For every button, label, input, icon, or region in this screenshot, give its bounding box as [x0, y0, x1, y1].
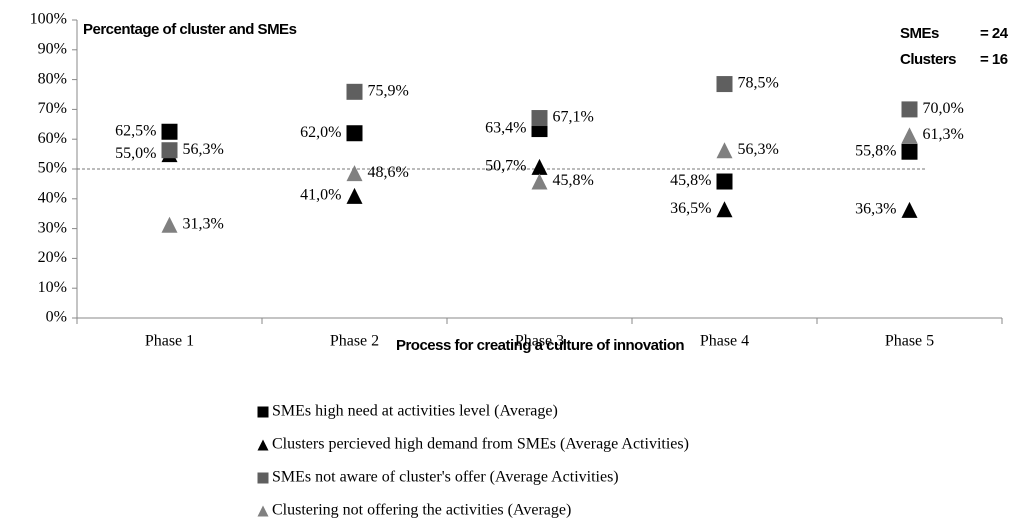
legend-label: Clustering not offering the activities (… — [272, 502, 571, 519]
data-point — [161, 216, 178, 233]
data-point — [531, 110, 548, 127]
y-tick-label: 20% — [38, 249, 67, 266]
data-point — [901, 201, 918, 218]
data-label: 36,3% — [855, 200, 896, 217]
data-label: 78,5% — [738, 75, 779, 92]
data-label: 31,3% — [183, 215, 224, 232]
y-tick-label: 0% — [46, 309, 67, 326]
data-label: 41,0% — [300, 186, 341, 203]
y-tick-label: 90% — [38, 40, 67, 57]
data-point — [346, 165, 363, 182]
annotation-label: SMEs — [900, 25, 939, 42]
x-tick-label: Phase 3 — [515, 333, 564, 350]
data-label: 62,5% — [115, 122, 156, 139]
data-point — [531, 173, 548, 190]
y-tick-label: 10% — [38, 279, 67, 296]
data-point — [716, 173, 733, 190]
y-tick-label: 50% — [38, 160, 67, 177]
data-label: 36,5% — [670, 200, 711, 217]
legend-marker — [257, 406, 269, 418]
data-label: 55,0% — [115, 145, 156, 162]
y-tick-label: 60% — [38, 130, 67, 147]
legend-label: SMEs high need at activities level (Aver… — [272, 403, 558, 420]
data-point — [716, 142, 733, 159]
data-point — [161, 123, 178, 140]
data-label: 75,9% — [368, 82, 409, 99]
legend-label: Clusters percieved high demand from SMEs… — [272, 436, 689, 453]
legend-label: SMEs not aware of cluster's offer (Avera… — [272, 469, 619, 486]
x-tick-label: Phase 4 — [700, 333, 749, 350]
data-label: 55,8% — [855, 142, 896, 159]
data-point — [346, 83, 363, 100]
data-point — [531, 158, 548, 175]
data-point — [161, 142, 178, 159]
data-label: 56,3% — [183, 141, 224, 158]
data-point — [346, 187, 363, 204]
data-label: 63,4% — [485, 120, 526, 137]
y-tick-label: 80% — [38, 70, 67, 87]
y-tick-label: 70% — [38, 100, 67, 117]
data-point — [346, 125, 363, 142]
data-label: 70,0% — [923, 100, 964, 117]
chart-title: Percentage of cluster and SMEs — [83, 21, 297, 38]
y-tick-label: 30% — [38, 219, 67, 236]
data-label: 56,3% — [738, 141, 779, 158]
data-label: 50,7% — [485, 158, 526, 175]
annotation-value: = 24 — [980, 25, 1009, 42]
data-label: 67,1% — [553, 109, 594, 126]
data-label: 62,0% — [300, 124, 341, 141]
data-point — [901, 143, 918, 160]
annotation-label: Clusters — [900, 51, 956, 68]
data-label: 45,8% — [553, 172, 594, 189]
y-tick-label: 100% — [30, 11, 67, 28]
data-label: 61,3% — [923, 126, 964, 143]
annotation-value: = 16 — [980, 51, 1008, 68]
data-label: 45,8% — [670, 172, 711, 189]
data-point — [901, 127, 918, 144]
legend-marker — [257, 505, 269, 517]
data-point — [901, 101, 918, 118]
data-label: 48,6% — [368, 164, 409, 181]
y-tick-label: 40% — [38, 189, 67, 206]
x-tick-label: Phase 1 — [145, 333, 194, 350]
data-point — [716, 76, 733, 93]
x-tick-label: Phase 5 — [885, 333, 934, 350]
x-axis-label: Process for creating a culture of innova… — [396, 337, 684, 354]
x-tick-label: Phase 2 — [330, 333, 379, 350]
legend-marker — [257, 439, 269, 451]
data-point — [716, 201, 733, 218]
legend-marker — [257, 472, 269, 484]
